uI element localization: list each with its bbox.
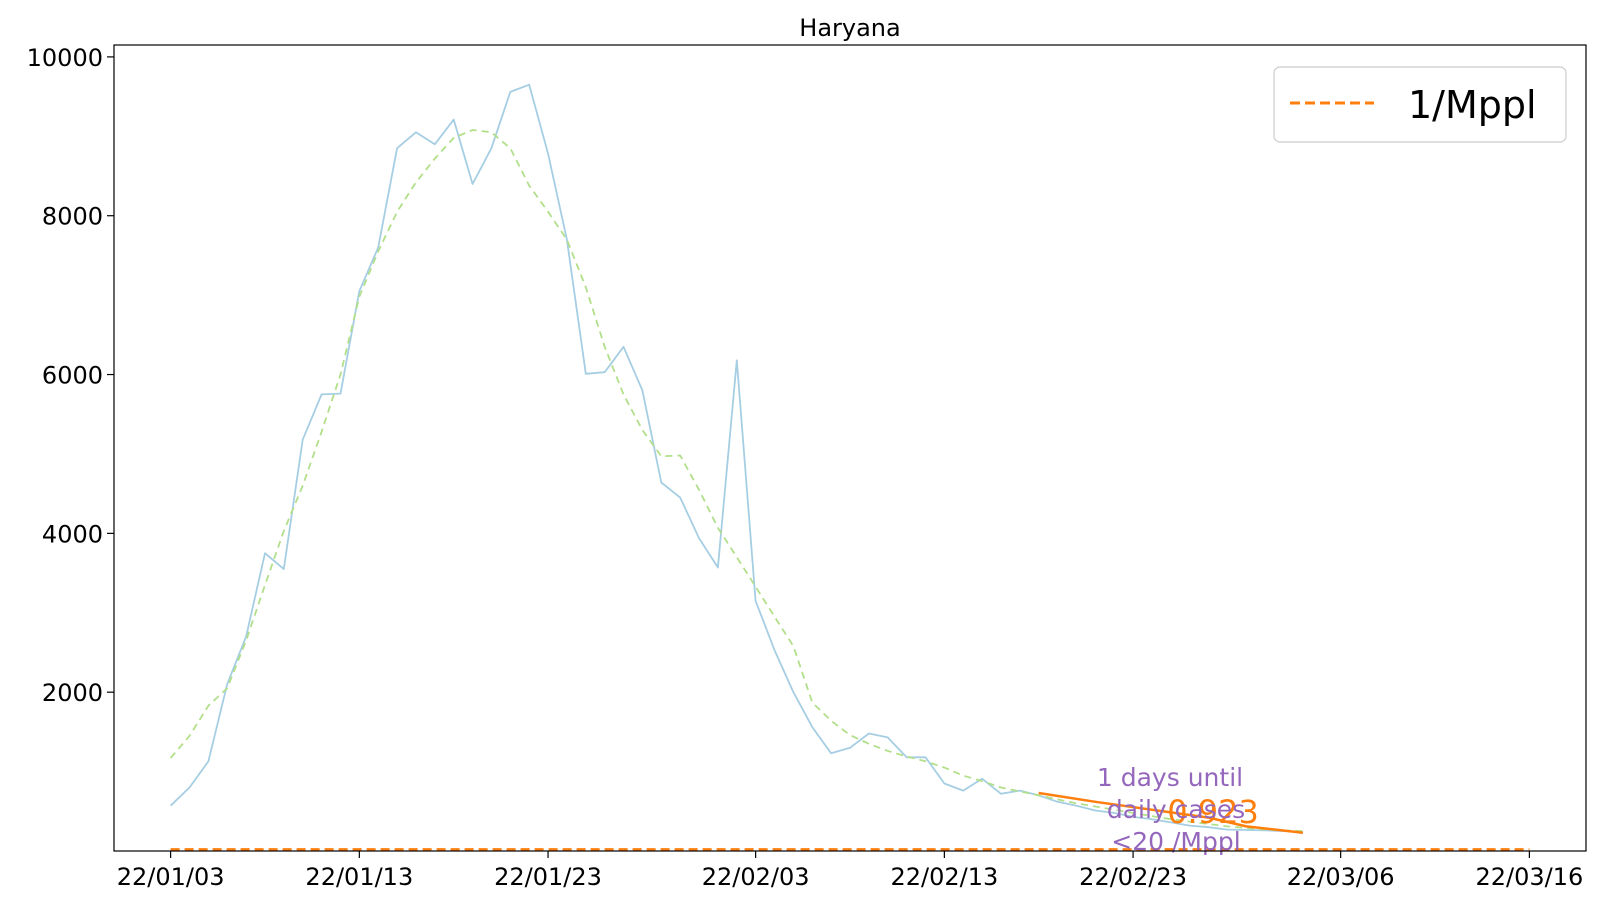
y-tick-label: 2000: [42, 679, 103, 707]
y-axis: 2000 4000 6000 8000 10000: [27, 44, 114, 707]
x-tick-label: 22/02/13: [890, 863, 998, 891]
x-tick-label: 22/01/23: [494, 863, 602, 891]
legend-label: 1/Mppl: [1408, 83, 1537, 127]
annotation-rate: 0.923: [1167, 793, 1259, 831]
y-tick-label: 8000: [42, 203, 103, 231]
chart-title: Haryana: [799, 14, 900, 42]
annotation-layer: 1 days until 0.923 daily cases <20 /Mppl: [1097, 763, 1259, 856]
x-tick-label: 22/03/06: [1287, 863, 1395, 891]
y-tick-label: 4000: [42, 520, 103, 548]
y-tick-label: 10000: [27, 44, 103, 72]
x-axis: 22/01/03 22/01/13 22/01/23 22/02/03 22/02/13…: [117, 851, 1583, 891]
x-tick-label: 22/02/03: [702, 863, 810, 891]
legend: 1/Mppl: [1273, 66, 1567, 143]
annotation-line-1: 1 days until: [1097, 763, 1243, 792]
x-tick-label: 22/03/16: [1475, 863, 1583, 891]
annotation-line-2: daily cases: [1107, 795, 1245, 824]
x-tick-label: 22/01/13: [305, 863, 413, 891]
x-tick-label: 22/02/23: [1079, 863, 1187, 891]
plot-frame: [113, 44, 1587, 852]
series-layer: [169, 83, 1530, 851]
series-line-0: [169, 83, 1303, 833]
series-line-1: [169, 129, 1303, 832]
series-line-2: [1038, 791, 1304, 834]
legend-box: [1273, 66, 1567, 143]
y-tick-label: 6000: [42, 362, 103, 390]
annotation-line-3: <20 /Mppl: [1111, 827, 1240, 856]
x-tick-label: 22/01/03: [117, 863, 225, 891]
